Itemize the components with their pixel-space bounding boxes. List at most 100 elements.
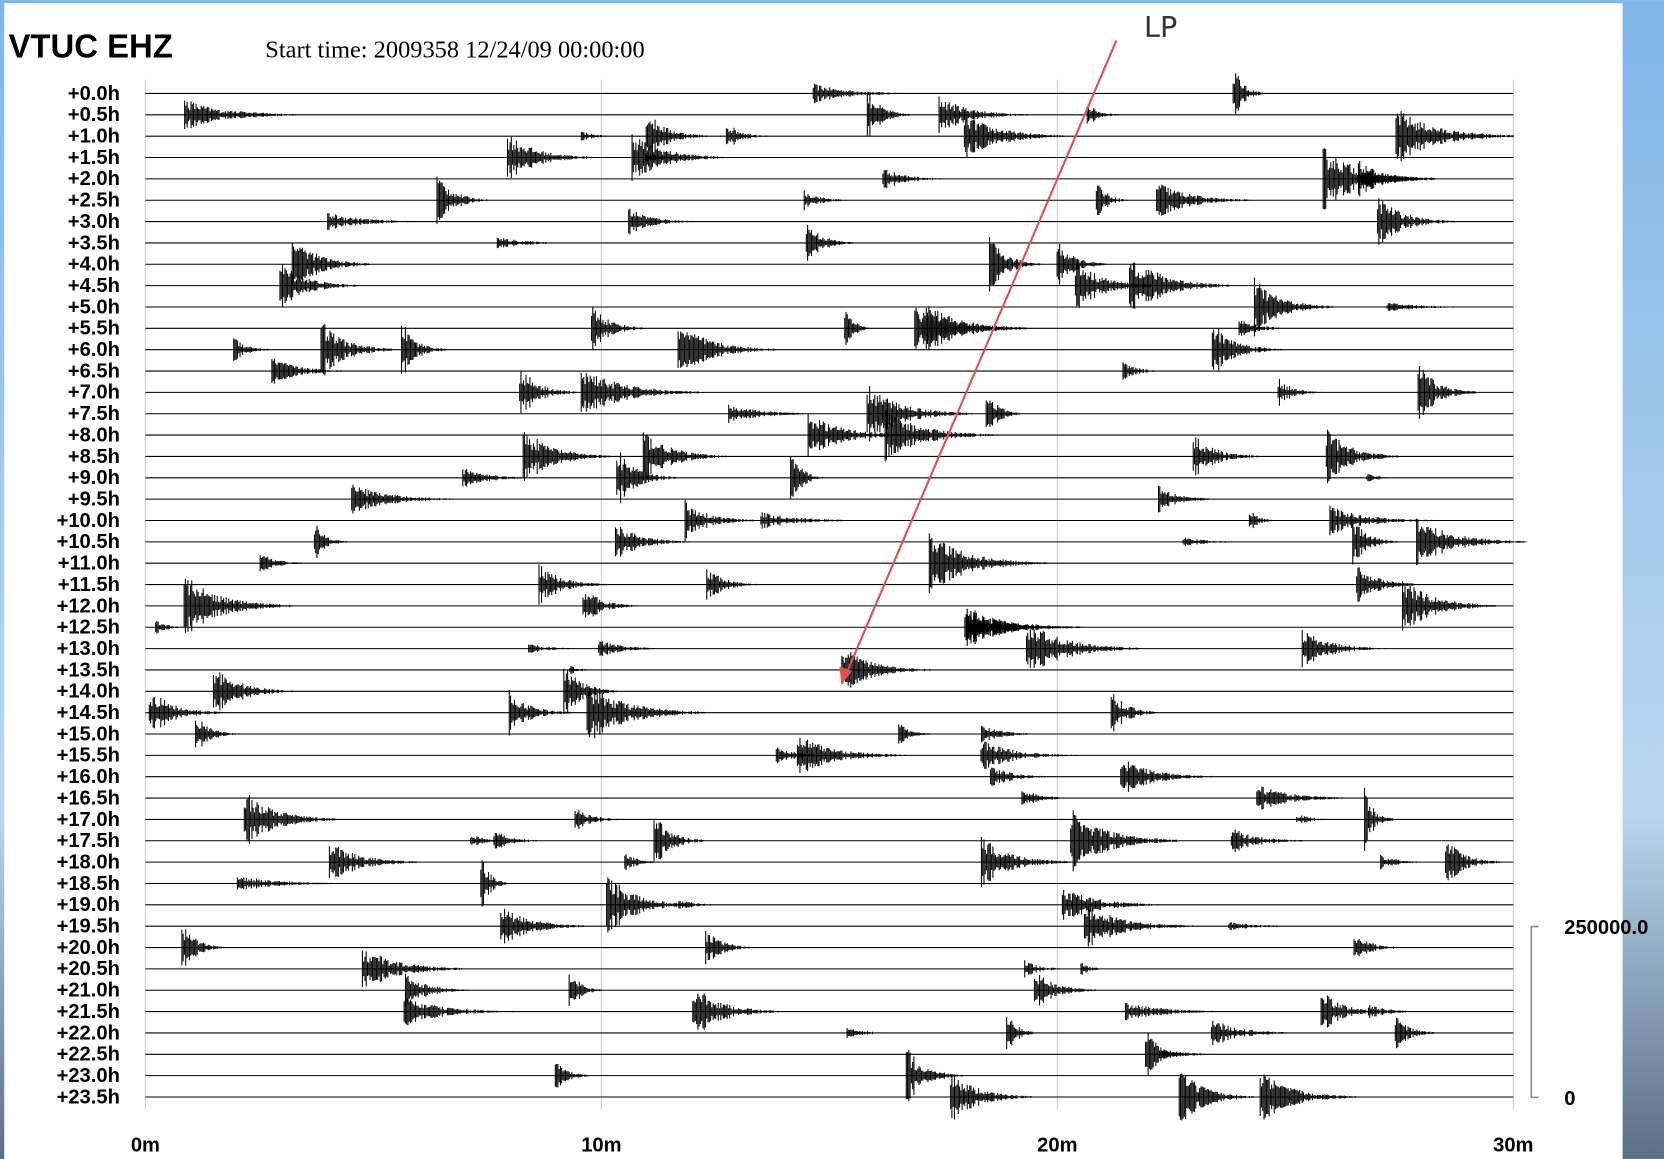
trace [145, 277, 1514, 337]
row-label: +8.5h [68, 446, 120, 468]
trace [145, 973, 1514, 1007]
x-tick-label: 20m [1037, 1135, 1077, 1157]
row-label: +16.5h [57, 787, 120, 809]
row-label: +0.0h [68, 83, 120, 105]
row-label: +21.5h [57, 1001, 120, 1023]
row-label: +8.0h [68, 424, 120, 446]
trace [145, 111, 1514, 162]
row-label: +10.5h [57, 531, 120, 553]
x-tick-label: 30m [1493, 1135, 1533, 1157]
row-label: +15.5h [57, 745, 120, 767]
trace [145, 499, 1514, 542]
row-label: +7.0h [68, 382, 120, 404]
row-label: +12.5h [57, 617, 120, 639]
row-label: +18.5h [57, 873, 120, 895]
start-time: Start time: 2009358 12/24/09 00:00:00 [265, 36, 644, 63]
row-label: +3.5h [68, 232, 120, 254]
trace [145, 608, 1514, 646]
trace [145, 518, 1527, 566]
row-label: +11.0h [58, 553, 120, 575]
arrow-head [839, 666, 853, 685]
trace [145, 408, 1514, 462]
row-label: +1.5h [68, 147, 120, 169]
row-label: +6.5h [68, 360, 120, 382]
trace [145, 1033, 1514, 1076]
row-label: +13.0h [57, 638, 120, 660]
trace [145, 737, 1514, 773]
row-label: +15.0h [57, 723, 120, 745]
trace [145, 533, 1514, 594]
trace [145, 787, 1514, 851]
panel [4, 3, 1623, 1159]
trace [145, 929, 1514, 966]
row-label: +9.5h [68, 489, 120, 511]
trace [145, 93, 1514, 137]
x-tick-label: 10m [581, 1135, 621, 1157]
trace [145, 484, 1514, 514]
row-label: +23.5h [57, 1086, 120, 1108]
scale-max: 250000.0 [1564, 917, 1648, 939]
row-label: +6.0h [68, 339, 120, 361]
row-label: +14.5h [57, 702, 120, 724]
trace [145, 306, 1514, 351]
row-label: +7.5h [68, 403, 120, 425]
trace [145, 429, 1514, 484]
row-label: +19.5h [57, 916, 120, 938]
row-label: +23.0h [57, 1065, 120, 1087]
row-label: +1.0h [68, 126, 120, 148]
row-label: +10.0h [57, 510, 120, 532]
row-label: +2.0h [68, 168, 120, 190]
row-label: +4.0h [68, 254, 120, 276]
row-label: +3.0h [68, 211, 120, 233]
arrow [844, 39, 1118, 676]
trace [145, 365, 1514, 419]
row-label: +12.0h [57, 595, 120, 617]
row-label: +20.0h [57, 937, 120, 959]
trace [145, 720, 1514, 748]
trace [145, 564, 1514, 605]
trace [145, 73, 1514, 114]
trace [145, 578, 1514, 633]
trace [145, 386, 1514, 442]
trace [145, 134, 1514, 181]
trace [145, 1049, 1514, 1102]
trace [145, 176, 1514, 225]
row-label: +17.5h [57, 830, 120, 852]
trace [145, 1073, 1514, 1121]
trace [145, 1017, 1514, 1049]
row-label: +0.5h [68, 104, 120, 126]
row-label: +20.5h [57, 958, 120, 980]
trace [145, 905, 1514, 947]
station-title: VTUC EHZ [8, 27, 172, 64]
row-label: +2.5h [68, 190, 120, 212]
trace [145, 860, 1514, 907]
row-label: +5.0h [68, 296, 120, 318]
row-label: +9.0h [68, 467, 120, 489]
trace [145, 262, 1514, 309]
trace [145, 237, 1514, 292]
trace [145, 452, 1514, 504]
trace [145, 668, 1514, 714]
row-label: +16.0h [57, 766, 120, 788]
trace [145, 761, 1514, 792]
annotation: LP [1144, 10, 1177, 44]
trace [145, 993, 1514, 1030]
row-label: +14.0h [57, 681, 120, 703]
trace [145, 198, 1514, 245]
row-label: +22.0h [57, 1022, 120, 1044]
trace [145, 324, 1514, 376]
trace [145, 950, 1514, 988]
scale-min: 0 [1564, 1088, 1575, 1110]
trace [145, 810, 1514, 872]
row-label: +5.5h [68, 318, 120, 340]
row-label: +17.0h [57, 809, 120, 831]
row-label: +22.5h [57, 1044, 120, 1066]
scale-bar [1530, 925, 1539, 1099]
trace [145, 652, 1514, 688]
trace [145, 786, 1514, 810]
trace [145, 836, 1514, 888]
x-tick-label: 0m [131, 1135, 160, 1157]
row-label: +18.0h [57, 851, 120, 873]
